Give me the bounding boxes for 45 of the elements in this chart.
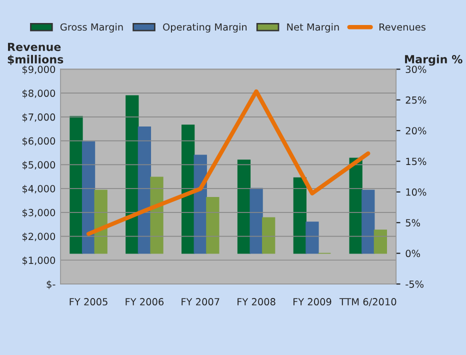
bar <box>150 176 164 254</box>
bar <box>206 197 220 254</box>
y-tick-label: $1,000 <box>22 256 56 266</box>
y-tick-label: $9,000 <box>22 66 56 74</box>
x-tick-label: FY 2005 <box>70 298 108 306</box>
y-tick-label: $4,000 <box>22 184 56 194</box>
y2-tick-label: 20% <box>406 127 426 134</box>
legend-label: Gross Margin <box>60 23 123 33</box>
bar <box>293 177 306 254</box>
bar <box>94 190 108 254</box>
y-tick-label: $8,000 <box>22 89 56 98</box>
bar <box>250 188 263 254</box>
y2-tick-label: -5% <box>406 280 424 288</box>
y2-tick-label: 0% <box>406 250 420 258</box>
bar <box>182 124 195 254</box>
y-tick-label: $7,000 <box>22 113 56 122</box>
line-series <box>86 89 370 236</box>
x-tick-label: FY 2006 <box>126 298 164 306</box>
y-axis-title: Revenue $millions <box>8 42 64 65</box>
bar <box>262 217 276 254</box>
y2-tick-label: 5% <box>406 219 420 226</box>
y-tick-label: $- <box>46 280 56 290</box>
y2-axis-title: Margin % <box>405 54 462 66</box>
y2-tick-label: 25% <box>406 96 426 104</box>
y-tick-label: $5,000 <box>22 160 56 170</box>
bar <box>126 95 139 254</box>
x-tick-label: FY 2009 <box>293 298 332 306</box>
y-tick-label: $2,000 <box>22 232 56 242</box>
x-tick-label: FY 2007 <box>182 298 220 306</box>
y2-tick-label: 15% <box>406 158 426 166</box>
y-tick-label: $6,000 <box>22 137 56 146</box>
bar <box>306 222 319 254</box>
y2-tick-label: 30% <box>406 66 426 74</box>
legend-label: Revenues <box>379 23 426 31</box>
y2-tick-label: 10% <box>406 188 426 196</box>
x-tick-label: TTM 6/2010 <box>339 298 396 306</box>
bar <box>237 160 251 254</box>
legend-label: Net Margin <box>287 23 339 33</box>
y-tick-label: $3,000 <box>22 208 56 218</box>
bar <box>70 116 83 254</box>
x-tick-label: FY 2008 <box>238 298 276 306</box>
legend-label: Operating Margin <box>163 23 247 33</box>
bar <box>362 190 375 254</box>
bar <box>374 230 388 254</box>
bar <box>82 141 96 254</box>
